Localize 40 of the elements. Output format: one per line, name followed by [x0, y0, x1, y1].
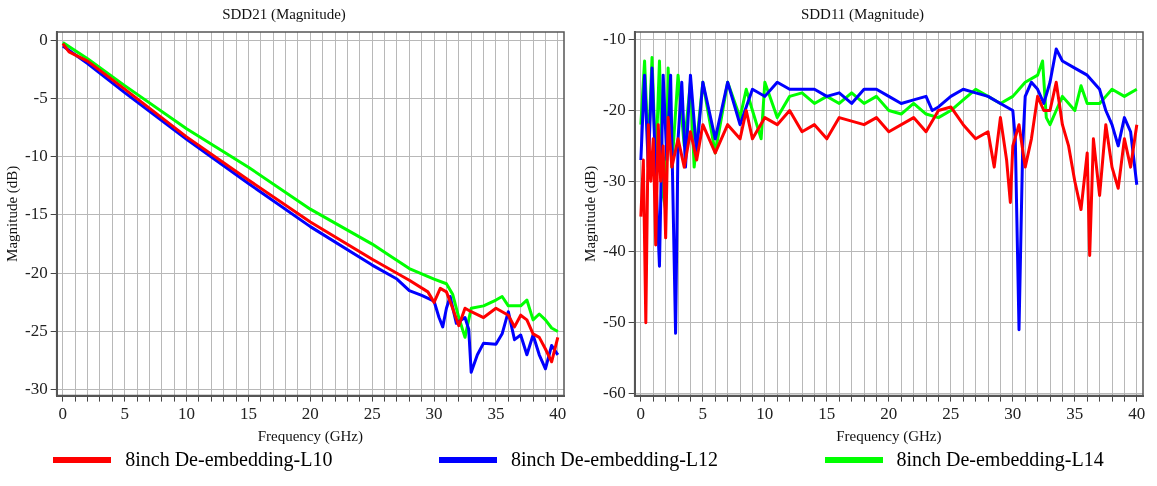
y-tick-label: -50 [602, 312, 626, 332]
y-tick-label: -10 [602, 29, 626, 49]
y-axis-title: Magnitude (dB) [3, 165, 21, 262]
x-tick-label: 10 [756, 404, 774, 424]
x-tick-label: 5 [120, 404, 129, 424]
y-tick-label: -30 [602, 170, 626, 190]
legend-label: 8inch De-embedding-L10 [125, 448, 333, 471]
y-tick-label: -40 [602, 241, 626, 261]
legend-label: 8inch De-embedding-L12 [510, 448, 719, 471]
y-tick-label: -60 [602, 382, 626, 402]
y-tick-label: -20 [24, 262, 48, 282]
chart-title: SDD11 (Magnitude) [800, 5, 925, 23]
x-tick-label: 40 [1128, 404, 1146, 424]
y-tick-label: 0 [39, 29, 48, 49]
x-tick-label: 40 [549, 404, 567, 424]
x-tick-label: 20 [880, 404, 898, 424]
x-tick-label: 30 [1004, 404, 1022, 424]
x-tick-label: 25 [363, 404, 381, 424]
x-tick-label: 15 [818, 404, 836, 424]
legend-label: 8inch De-embedding-L14 [896, 448, 1104, 471]
x-tick-label: 10 [178, 404, 196, 424]
y-tick-label: -15 [24, 204, 48, 224]
x-tick-label: 35 [1066, 404, 1084, 424]
x-tick-label: 0 [636, 404, 646, 424]
x-tick-label: 0 [58, 404, 68, 424]
y-axis-title: Magnitude (dB) [581, 165, 599, 262]
x-axis-title: Frequency (GHz) [836, 427, 942, 445]
x-tick-label: 30 [425, 404, 443, 424]
x-tick-label: 15 [239, 404, 257, 424]
x-tick-label: 5 [698, 404, 708, 424]
x-axis-title: Frequency (GHz) [257, 427, 364, 445]
y-tick-label: -5 [33, 87, 48, 107]
chart-title: SDD21 (Magnitude) [222, 5, 346, 23]
x-tick-label: 20 [301, 404, 319, 424]
y-tick-label: -30 [24, 379, 48, 399]
x-tick-label: 35 [487, 404, 505, 424]
y-tick-label: -25 [24, 320, 48, 340]
y-tick-label: -10 [24, 146, 48, 166]
y-tick-label: -20 [602, 99, 626, 119]
x-tick-label: 25 [942, 404, 960, 424]
